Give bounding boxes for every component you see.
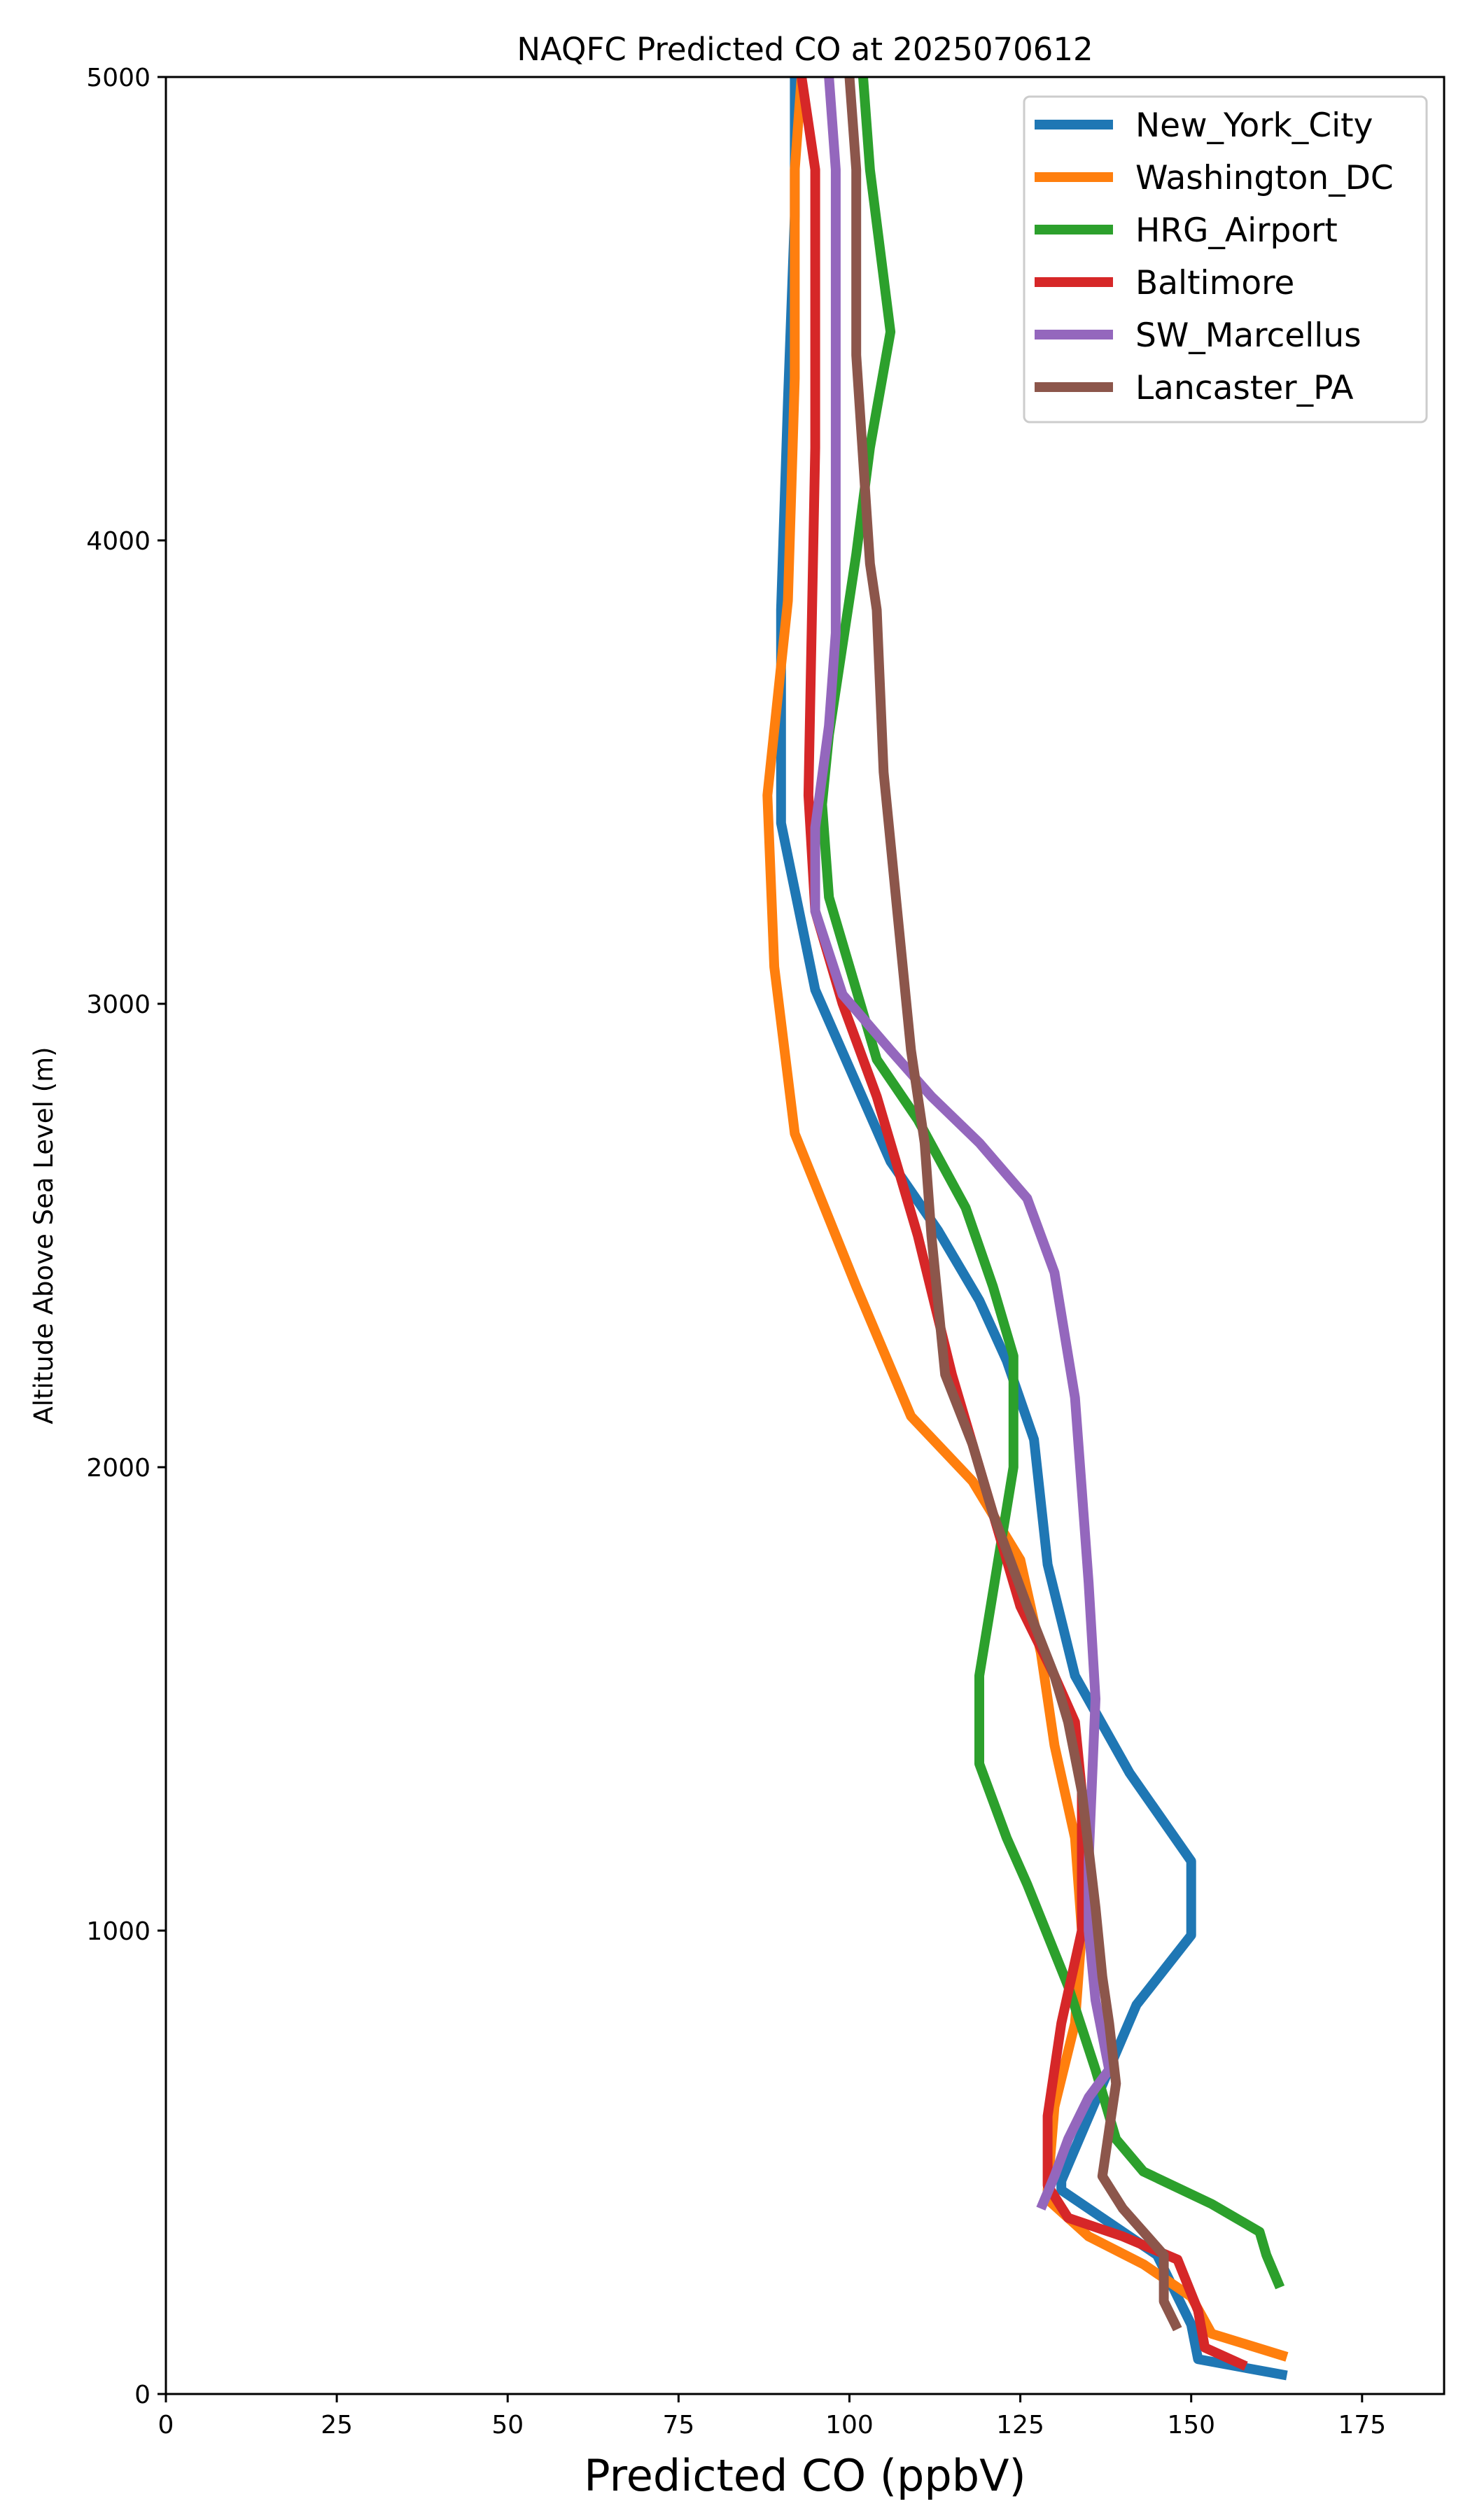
x-tick-label: 25 — [321, 2411, 353, 2440]
x-tick-label: 125 — [996, 2411, 1044, 2440]
series-line-lancaster-pa — [844, 76, 1182, 2332]
x-tick-label: 0 — [158, 2411, 174, 2440]
x-tick-label: 100 — [825, 2411, 874, 2440]
series-line-new-york-city — [776, 77, 1288, 2381]
legend-box — [1023, 95, 1428, 424]
legend-label-washington-dc: Washington_DC — [1135, 159, 1394, 197]
series-line-sw-marcellus — [810, 76, 1114, 2211]
legend: New_York_City Washington_DC HRG_Airport Bal… — [1023, 95, 1428, 424]
series-layer — [762, 76, 1289, 2381]
y-tick-label: 3000 — [86, 990, 150, 1019]
x-tick-label: 150 — [1167, 2411, 1215, 2440]
axes-frame — [164, 76, 1446, 2395]
y-tick-label: 5000 — [86, 64, 150, 92]
y-axis-label: Altitude Above Sea Level (m) — [29, 1046, 59, 1424]
series-line-hrg-airport — [817, 76, 1285, 2290]
chart-title: NAQFC Predicted CO at 2025070612 — [517, 31, 1093, 68]
legend-label-new-york-city: New_York_City — [1135, 106, 1373, 145]
y-tick-label: 2000 — [86, 1454, 150, 1483]
series-line-washington-dc — [762, 76, 1289, 2362]
legend-label-hrg-airport: HRG_Airport — [1135, 211, 1338, 250]
x-axis-ticks: 0 25 50 75 100 125 150 175 — [158, 2394, 1386, 2440]
y-tick-label: 0 — [134, 2381, 150, 2409]
x-tick-label: 75 — [662, 2411, 694, 2440]
x-tick-label: 175 — [1338, 2411, 1386, 2440]
legend-label-sw-marcellus: SW_Marcellus — [1135, 316, 1362, 355]
y-tick-label: 4000 — [86, 527, 150, 556]
legend-label-baltimore: Baltimore — [1135, 264, 1294, 302]
x-tick-label: 50 — [491, 2411, 524, 2440]
legend-label-lancaster-pa: Lancaster_PA — [1135, 369, 1354, 407]
y-tick-label: 1000 — [86, 1917, 150, 1946]
x-axis-label: Predicted CO (ppbV) — [584, 2450, 1026, 2501]
y-axis-ticks: 0 1000 2000 3000 4000 5000 — [86, 64, 166, 2409]
